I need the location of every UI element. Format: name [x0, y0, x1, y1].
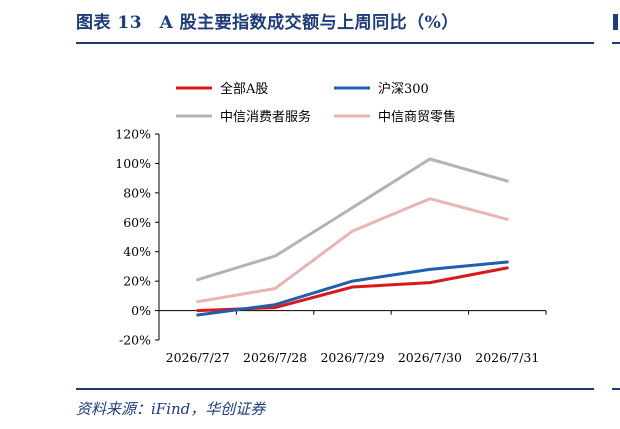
- y-tick-label: 40%: [123, 244, 151, 259]
- adjacent-figure-edge: [613, 14, 618, 30]
- y-tick-label: 120%: [115, 127, 151, 142]
- x-tick-label: 2026/7/29: [320, 350, 384, 365]
- legend-label: 沪深300: [378, 81, 429, 97]
- y-tick-label: 60%: [123, 215, 151, 230]
- series-lines: [196, 157, 509, 317]
- series-line-4: [196, 197, 509, 304]
- axes: 120% 100% 80% 60% 40% 20% 0% -20%: [115, 127, 547, 348]
- y-tick-label: 80%: [123, 185, 151, 200]
- x-tick-label: 2026/7/28: [243, 350, 307, 365]
- x-tick-label: 2026/7/27: [166, 350, 230, 365]
- legend-label: 中信消费者服务: [220, 109, 311, 125]
- series-line-1: [196, 266, 509, 313]
- x-axis-ticks: 2026/7/27 2026/7/28 2026/7/29 2026/7/30 2026…: [166, 350, 540, 365]
- x-tick-label: 2026/7/31: [475, 350, 539, 365]
- y-tick-label: 100%: [115, 156, 151, 171]
- legend-label: 全部A股: [220, 81, 268, 97]
- source-note: 资料来源：iFind，华创证券: [76, 400, 266, 418]
- adjacent-figure-divider: [612, 42, 620, 44]
- y-tick-label: 20%: [123, 274, 151, 289]
- title-divider: [76, 42, 594, 44]
- legend-label: 中信商贸零售: [378, 109, 456, 125]
- y-tick-label: -20%: [119, 333, 151, 348]
- chart-title: 图表 13 A 股主要指数成交额与上周同比（%）: [76, 13, 459, 33]
- adjacent-figure-footer-divider: [612, 388, 620, 390]
- y-tick-label: 0%: [131, 303, 151, 318]
- series-line-2: [196, 260, 509, 317]
- series-line-3: [196, 157, 509, 282]
- x-tick-label: 2026/7/30: [398, 350, 462, 365]
- footer-divider: [76, 388, 594, 390]
- legend: 全部A股 沪深300 中信消费者服务 中信商贸零售: [176, 81, 456, 125]
